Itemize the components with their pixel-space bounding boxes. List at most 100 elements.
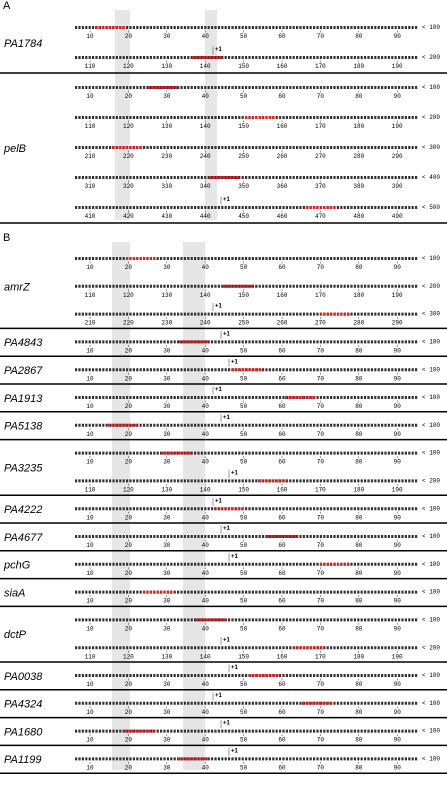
ruler-number: 60 [278, 403, 286, 410]
ruler-number: 50 [240, 514, 248, 521]
ruler-number: 30 [163, 709, 171, 716]
ruler-number: 140 [200, 653, 211, 660]
ruler-number: 20 [125, 764, 133, 771]
line-end: < 500 [422, 204, 440, 211]
ruler-number: 40 [202, 431, 210, 438]
ruler-number: 90 [394, 459, 402, 466]
ruler-number: 30 [163, 764, 171, 771]
ruler-number: 150 [238, 123, 249, 130]
ruler-number: 60 [278, 709, 286, 716]
ruler-number: 50 [240, 709, 248, 716]
ruler-number: 90 [394, 33, 402, 40]
ruler-number: 90 [394, 93, 402, 100]
ruler-number: 490 [392, 213, 403, 220]
ruler-number: 230 [161, 320, 172, 327]
shaded-column [112, 242, 130, 771]
ruler-number: 140 [200, 63, 211, 70]
ruler-number: 60 [278, 431, 286, 438]
ruler-number: 80 [355, 542, 363, 549]
ruler-number: 70 [317, 764, 325, 771]
ruler-number: 130 [161, 292, 172, 299]
ruler-number: 270 [315, 320, 326, 327]
ruler-number: 20 [125, 709, 133, 716]
ruler-number: 80 [355, 431, 363, 438]
ruler-number: 10 [86, 709, 94, 716]
tss-label: +1 [223, 197, 231, 203]
ruler-number: 90 [394, 542, 402, 549]
ruler-number: 20 [125, 431, 133, 438]
tss-label: +1 [231, 665, 239, 671]
ruler-number: 70 [317, 403, 325, 410]
ruler-number: 30 [163, 598, 171, 605]
ruler-number: 40 [202, 681, 210, 688]
shaded-column [183, 242, 205, 771]
ruler-number: 160 [277, 292, 288, 299]
ruler-number: 410 [85, 213, 96, 220]
gene-name: PA1784 [4, 38, 42, 50]
tss-label: +1 [215, 387, 223, 393]
ruler-number: 50 [240, 431, 248, 438]
gene-name: PA2867 [4, 365, 43, 377]
ruler-number: 30 [163, 431, 171, 438]
ruler-number: 10 [86, 764, 94, 771]
ruler-number: 160 [277, 123, 288, 130]
ruler-number: 80 [355, 403, 363, 410]
ruler-number: 70 [317, 375, 325, 382]
ruler-number: 120 [123, 123, 134, 130]
ruler-number: 70 [317, 347, 325, 354]
ruler-number: 70 [317, 598, 325, 605]
ruler-number: 60 [278, 264, 286, 271]
ruler-number: 340 [200, 183, 211, 190]
tss-label: +1 [231, 554, 239, 560]
ruler-number: 460 [277, 213, 288, 220]
shaded-column [115, 10, 130, 220]
gene-name: pelB [3, 143, 26, 155]
line-end: < 100 [422, 700, 440, 707]
gene-name: PA5138 [4, 421, 43, 433]
ruler-number: 30 [163, 681, 171, 688]
ruler-number: 10 [86, 514, 94, 521]
ruler-number: 60 [278, 570, 286, 577]
panel-letter: B [3, 232, 10, 244]
ruler-number: 130 [161, 63, 172, 70]
ruler-number: 60 [278, 625, 286, 632]
ruler-number: 40 [202, 737, 210, 744]
ruler-number: 110 [85, 486, 96, 493]
ruler-number: 50 [240, 347, 248, 354]
ruler-number: 20 [125, 625, 133, 632]
ruler-number: 30 [163, 264, 171, 271]
gene-name: pchG [3, 560, 31, 572]
ruler-number: 270 [315, 153, 326, 160]
ruler-number: 60 [278, 459, 286, 466]
ruler-number: 70 [317, 514, 325, 521]
ruler-number: 90 [394, 375, 402, 382]
shaded-column [205, 10, 217, 220]
ruler-number: 50 [240, 598, 248, 605]
ruler-number: 10 [86, 347, 94, 354]
ruler-number: 30 [163, 570, 171, 577]
gene-name: PA4843 [4, 337, 43, 349]
ruler-number: 30 [163, 459, 171, 466]
ruler-number: 170 [315, 123, 326, 130]
ruler-number: 20 [125, 542, 133, 549]
gene-name: siaA [4, 587, 25, 599]
tss-label: +1 [223, 331, 231, 337]
ruler-number: 110 [85, 653, 96, 660]
gene-name: PA4222 [4, 504, 42, 516]
ruler-number: 50 [240, 93, 248, 100]
ruler-number: 10 [86, 625, 94, 632]
ruler-number: 40 [202, 514, 210, 521]
panel-letter: A [3, 0, 11, 12]
ruler-number: 10 [86, 570, 94, 577]
ruler-number: 130 [161, 123, 172, 130]
gene-name: dctP [4, 629, 27, 641]
ruler-number: 40 [202, 93, 210, 100]
tss-label: +1 [223, 637, 231, 643]
ruler-number: 380 [353, 183, 364, 190]
ruler-number: 420 [123, 213, 134, 220]
ruler-number: 90 [394, 681, 402, 688]
ruler-number: 250 [238, 153, 249, 160]
ruler-number: 20 [125, 93, 133, 100]
ruler-number: 90 [394, 431, 402, 438]
